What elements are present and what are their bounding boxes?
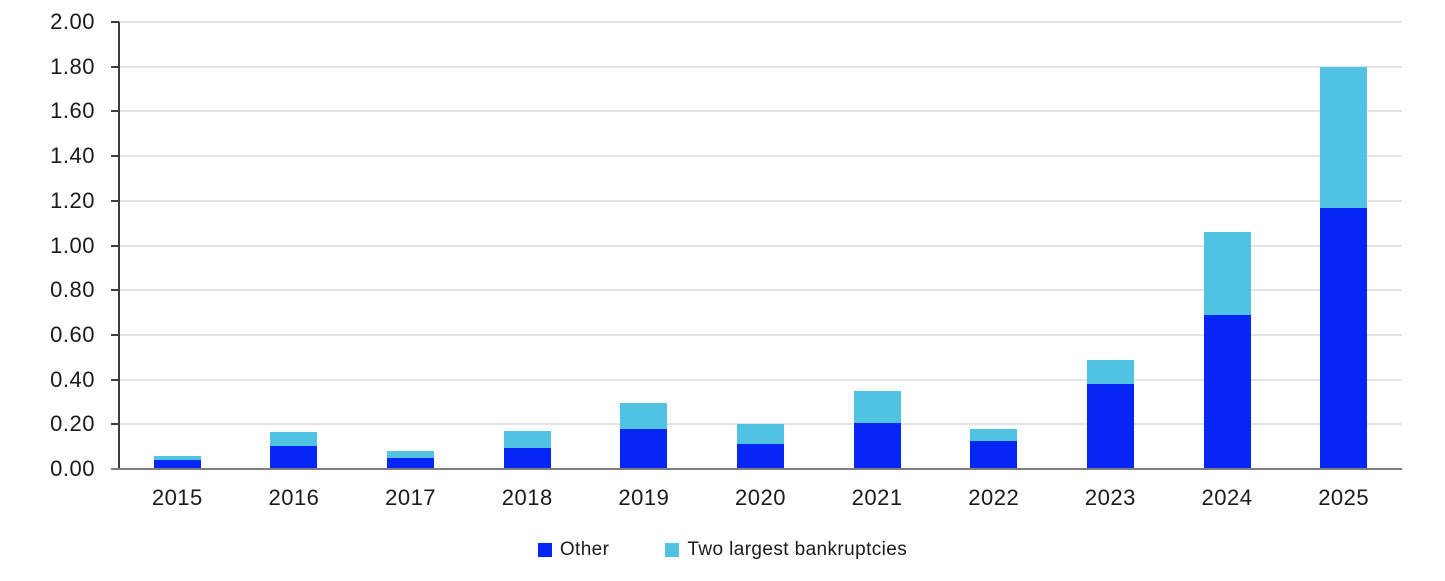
x-axis-line <box>111 468 1402 470</box>
y-axis-tick <box>111 289 119 292</box>
bar-segment-two-largest-bankruptcies-2016 <box>270 432 318 446</box>
gridline-0.60 <box>119 333 1402 336</box>
bar-segment-two-largest-bankruptcies-2018 <box>503 431 551 448</box>
bar-segment-other-2015 <box>153 460 201 469</box>
bar-segment-two-largest-bankruptcies-2025 <box>1320 66 1368 208</box>
y-axis-tick <box>111 244 119 247</box>
bar-segment-two-largest-bankruptcies-2022 <box>970 428 1018 442</box>
y-axis-tick-label: 1.80 <box>50 53 95 79</box>
y-axis-tick-label: 2.00 <box>50 9 95 34</box>
y-axis-tick <box>111 65 119 68</box>
legend-swatch-other-icon <box>537 543 552 557</box>
gridline-1.80 <box>119 65 1402 68</box>
y-axis-tick <box>111 378 119 381</box>
bar-segment-two-largest-bankruptcies-2023 <box>1086 359 1134 385</box>
y-axis-tick <box>111 21 119 23</box>
bar-segment-other-2017 <box>387 457 435 469</box>
y-axis-tick <box>111 333 119 336</box>
bar-segment-two-largest-bankruptcies-2015 <box>153 455 201 461</box>
legend-label-two-largest: Two largest bankruptcies <box>687 539 908 560</box>
y-axis-tick <box>111 155 119 158</box>
gridline-1.40 <box>119 155 1402 158</box>
legend-item-other: Other <box>537 539 610 561</box>
gridline-2.00 <box>119 21 1402 23</box>
x-axis-tick-label-2018: 2018 <box>501 485 553 510</box>
y-axis-tick-label: 1.60 <box>50 98 95 124</box>
y-axis-tick-label: 1.40 <box>50 143 95 169</box>
bar-segment-two-largest-bankruptcies-2021 <box>853 390 901 424</box>
x-axis-tick-label-2022: 2022 <box>968 485 1020 510</box>
x-axis-tick-label-2015: 2015 <box>151 485 203 510</box>
bar-segment-other-2024 <box>1203 314 1251 469</box>
y-axis-tick-label: 1.00 <box>50 232 95 258</box>
y-axis-tick-label: 0.20 <box>50 411 95 437</box>
y-axis-line <box>118 22 120 469</box>
gridline-0.20 <box>119 423 1402 426</box>
y-axis-tick-label: 0.00 <box>50 456 95 481</box>
bar-segment-two-largest-bankruptcies-2020 <box>737 424 784 445</box>
gridline-1.20 <box>119 199 1402 202</box>
bar-segment-other-2022 <box>970 441 1018 469</box>
x-axis-tick-label-2020: 2020 <box>735 485 786 510</box>
gridline-0.40 <box>119 378 1402 381</box>
bar-segment-other-2023 <box>1086 384 1134 469</box>
bar-segment-other-2016 <box>270 445 318 469</box>
legend-item-two-largest: Two largest bankruptcies <box>665 539 907 561</box>
bar-segment-other-2025 <box>1320 207 1368 469</box>
plot-area: 2015 2016 2017 2018 2019 2020 2021 2022 2023 2024… <box>111 21 1402 510</box>
bar-segment-other-2019 <box>620 428 668 469</box>
gridline-0.80 <box>119 289 1402 292</box>
y-axis-tick-label: 0.40 <box>50 366 95 392</box>
x-axis-tick-label-2025: 2025 <box>1318 485 1370 510</box>
bar-segment-other-2020 <box>737 444 784 469</box>
legend: Other Two largest bankruptcies <box>0 539 1445 561</box>
y-axis-tick-label: 0.80 <box>50 277 95 303</box>
bar-segment-two-largest-bankruptcies-2019 <box>620 403 668 429</box>
bar-segment-two-largest-bankruptcies-2017 <box>387 451 435 458</box>
x-axis-tick-label-2017: 2017 <box>385 485 437 510</box>
bar-segment-other-2021 <box>853 423 901 469</box>
x-axis-tick-label-2023: 2023 <box>1084 485 1136 510</box>
y-axis-tick <box>111 199 119 202</box>
bar-segment-two-largest-bankruptcies-2024 <box>1203 232 1251 315</box>
y-axis-tick <box>111 423 119 426</box>
y-axis-tick-label: 1.20 <box>50 187 95 213</box>
y-axis-tick <box>111 110 119 113</box>
x-axis-tick-label-2024: 2024 <box>1201 485 1253 510</box>
x-axis-tick-label-2019: 2019 <box>618 485 670 510</box>
legend-swatch-two-largest-icon <box>665 543 680 557</box>
bar-segment-other-2018 <box>503 447 551 469</box>
gridline-1.60 <box>119 110 1402 113</box>
gridline-1.00 <box>119 244 1402 247</box>
y-axis-tick-label: 0.60 <box>50 321 95 347</box>
legend-label-other: Other <box>559 539 610 560</box>
x-axis-tick-label-2021: 2021 <box>851 485 903 510</box>
x-axis-tick-label-2016: 2016 <box>268 485 320 510</box>
